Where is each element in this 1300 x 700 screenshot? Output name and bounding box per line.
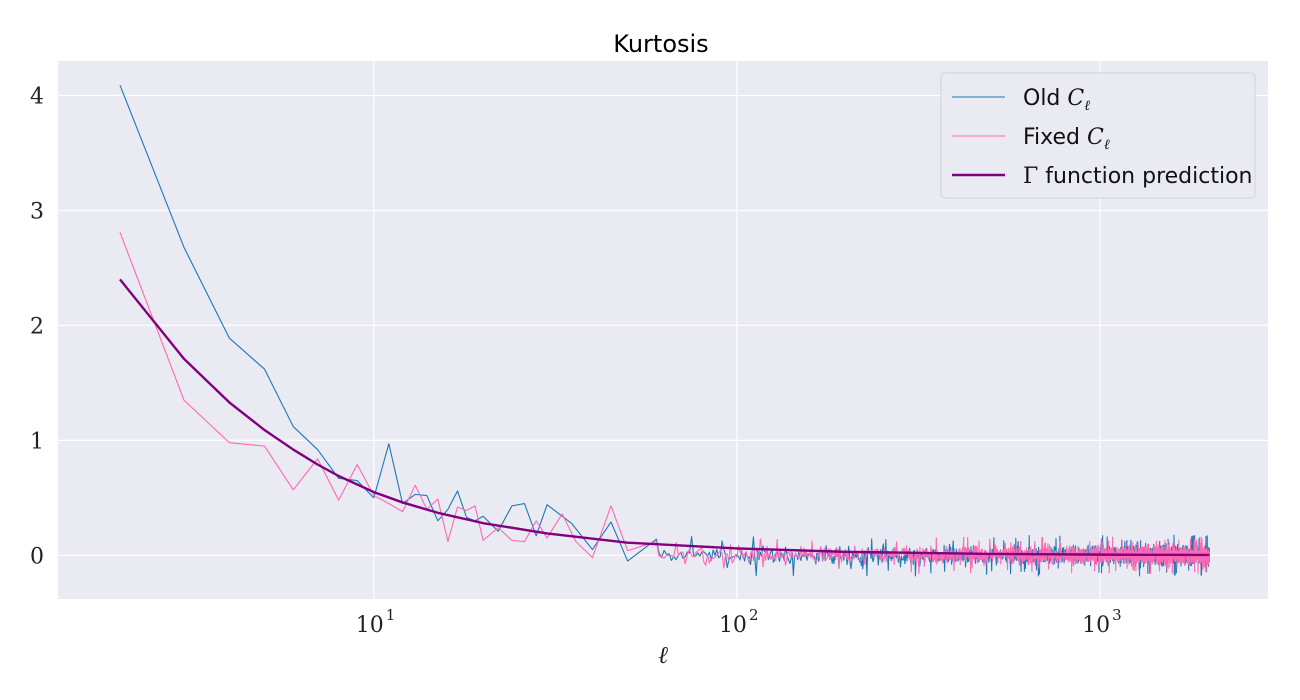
x-tick-label: 10 3 xyxy=(1082,606,1122,638)
x-tick-exponent: 3 xyxy=(1112,606,1122,624)
x-tick-exponent: 2 xyxy=(749,606,759,624)
y-tick-label: 3 xyxy=(30,199,44,224)
legend-label-gamma-prediction: Γ function prediction xyxy=(1023,164,1253,189)
x-tick-base: 10 xyxy=(356,613,384,638)
x-tick-label: 10 1 xyxy=(356,606,396,638)
x-tick-label: 10 2 xyxy=(719,606,759,638)
y-tick-label: 0 xyxy=(30,544,44,569)
x-axis-label: ℓ xyxy=(658,641,668,669)
legend-box xyxy=(940,72,1256,199)
x-tick-exponent: 1 xyxy=(386,606,396,624)
y-tick-label: 4 xyxy=(30,84,44,109)
legend: Old Cℓ Fixed Cℓ Γ function prediction xyxy=(940,72,1256,199)
y-tick-label: 1 xyxy=(30,429,44,454)
legend-label-old-cl: Old Cℓ xyxy=(1023,86,1090,114)
y-tick-labels: 0 1 2 3 4 xyxy=(30,84,44,569)
chart-title: Kurtosis xyxy=(613,30,708,58)
x-tick-base: 10 xyxy=(719,613,747,638)
legend-label-fixed-cl: Fixed Cℓ xyxy=(1023,125,1110,153)
x-tick-labels: 10 1 10 2 10 3 xyxy=(356,606,1122,638)
x-tick-base: 10 xyxy=(1082,613,1110,638)
y-tick-label: 2 xyxy=(30,314,44,339)
series-layer xyxy=(119,84,1210,577)
series-line-gamma-prediction xyxy=(119,278,1210,557)
